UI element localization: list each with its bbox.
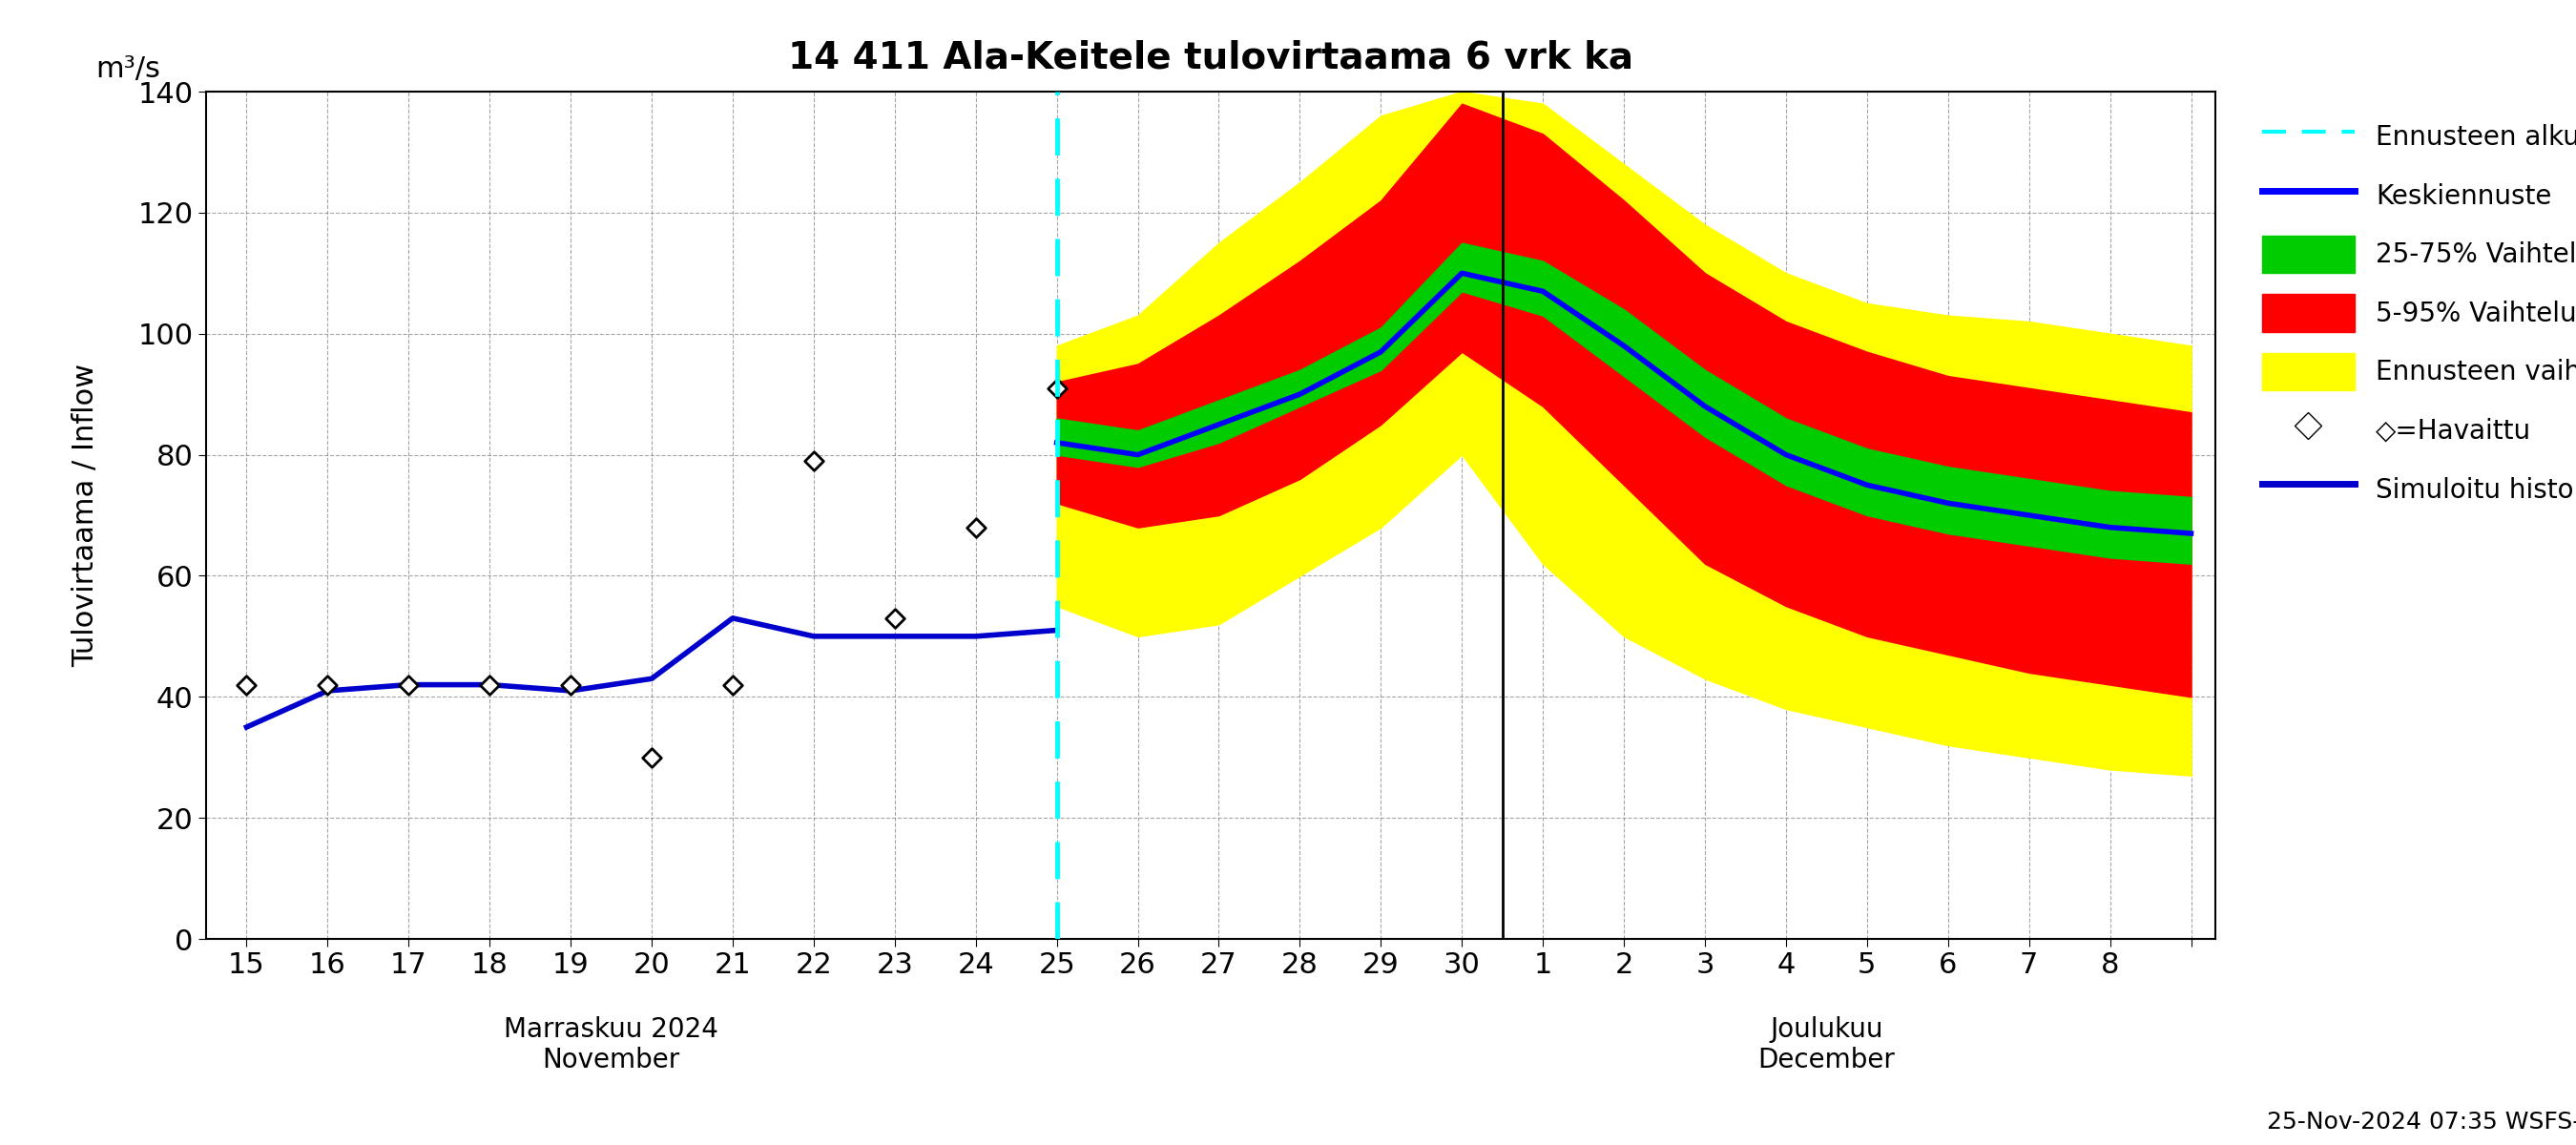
Point — [631, 748, 672, 766]
Point — [551, 676, 592, 694]
Point — [873, 609, 914, 627]
Point — [227, 676, 268, 694]
Point — [307, 676, 348, 694]
Text: 25-Nov-2024 07:35 WSFS-O: 25-Nov-2024 07:35 WSFS-O — [2267, 1111, 2576, 1134]
Title: 14 411 Ala-Keitele tulovirtaama 6 vrk ka: 14 411 Ala-Keitele tulovirtaama 6 vrk ka — [788, 39, 1633, 76]
Point — [956, 519, 997, 537]
Text: Marraskuu 2024
November: Marraskuu 2024 November — [505, 1016, 719, 1073]
Point — [389, 676, 430, 694]
Text: Joulukuu
December: Joulukuu December — [1757, 1016, 1896, 1073]
Text: Tulovirtaama / Inflow: Tulovirtaama / Inflow — [72, 363, 100, 668]
Text: m³/s: m³/s — [95, 55, 160, 84]
Point — [469, 676, 510, 694]
Point — [793, 451, 835, 469]
Point — [711, 676, 752, 694]
Point — [1036, 379, 1077, 397]
Legend: Ennusteen alku, Keskiennuste, 25-75% Vaihteluväli, 5-95% Vaihteluväli, Ennusteen: Ennusteen alku, Keskiennuste, 25-75% Vai… — [2249, 105, 2576, 521]
